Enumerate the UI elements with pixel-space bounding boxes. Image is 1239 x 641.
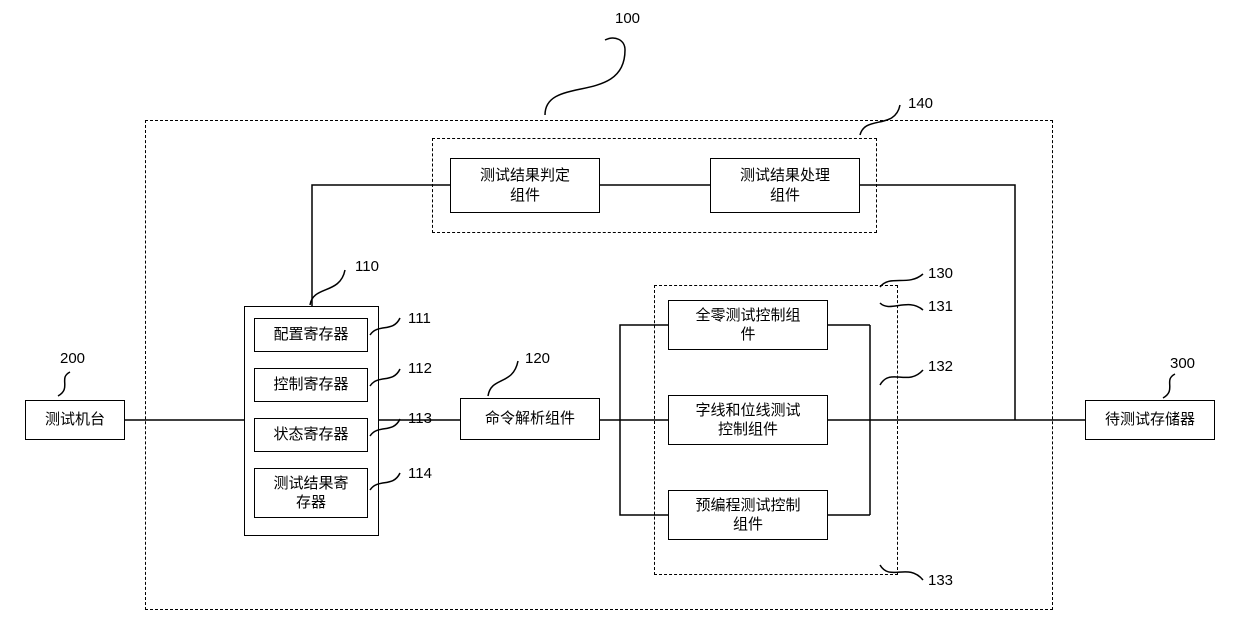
box-142: 测试结果处理 组件	[710, 158, 860, 213]
box-120: 命令解析组件	[460, 398, 600, 440]
label-300: 300	[1170, 355, 1195, 372]
label-200: 200	[60, 350, 85, 367]
box-133: 预编程测试控制 组件	[668, 490, 828, 540]
leader-300	[1155, 372, 1185, 402]
label-130: 130	[928, 265, 953, 282]
label-110: 110	[355, 258, 379, 275]
leader-100	[540, 30, 680, 120]
label-120: 120	[525, 350, 550, 367]
box-112: 控制寄存器	[254, 368, 368, 402]
box-131: 全零测试控制组 件	[668, 300, 828, 350]
label-113: 113	[408, 410, 432, 427]
label-111: 111	[408, 310, 431, 327]
box-113: 状态寄存器	[254, 418, 368, 452]
label-133: 133	[928, 572, 953, 589]
box-200: 测试机台	[25, 400, 125, 440]
label-114: 114	[408, 465, 432, 482]
box-111: 配置寄存器	[254, 318, 368, 352]
label-140: 140	[908, 95, 933, 112]
box-114: 测试结果寄 存器	[254, 468, 368, 518]
label-112: 112	[408, 360, 432, 377]
box-132: 字线和位线测试 控制组件	[668, 395, 828, 445]
box-141: 测试结果判定 组件	[450, 158, 600, 213]
box-300: 待测试存储器	[1085, 400, 1215, 440]
label-131: 131	[928, 298, 953, 315]
label-132: 132	[928, 358, 953, 375]
leader-200	[50, 370, 80, 400]
label-100: 100	[615, 10, 640, 27]
